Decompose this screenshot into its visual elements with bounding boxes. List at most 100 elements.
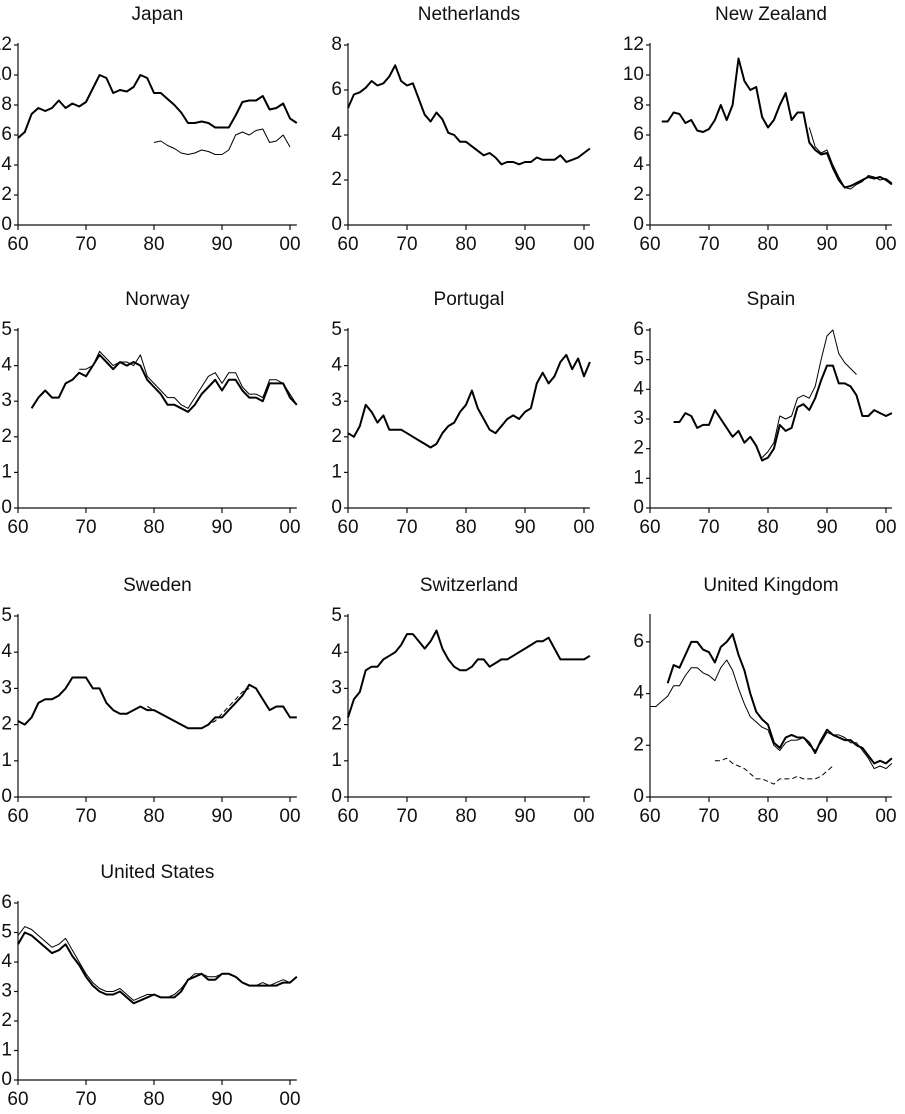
panel-title: New Zealand [715,4,827,25]
series-line [666,633,893,765]
y-tick-label: 8 [1,94,12,115]
series-line [17,74,298,139]
y-tick-label: 0 [331,497,342,518]
y-tick-label: 5 [1,605,12,626]
panel-title: Spain [747,289,796,310]
panel: New Zealand 0 2 4 6 8 10 12 60 70 80 90 00 [623,4,897,255]
y-tick-label: 2 [331,169,342,190]
y-tick-label: 3 [1,677,12,698]
x-tick-label: 60 [639,517,660,538]
y-tick-label: 0 [1,497,12,518]
panel: Sweden 0 1 2 3 4 5 60 70 80 90 00 [1,575,300,827]
y-tick-label: 4 [633,154,644,175]
x-tick-label: 00 [875,234,896,255]
y-tick-label: 4 [331,355,342,376]
y-tick-label: 4 [331,641,342,662]
y-tick-label: 3 [1,981,12,1002]
series-line [17,676,297,730]
x-tick-label: 00 [573,234,594,255]
x-tick-label: 90 [816,234,837,255]
y-tick-label: 0 [331,214,342,235]
y-tick-label: 1 [1,750,12,771]
y-tick-label: 0 [633,786,644,807]
panel-title: Netherlands [418,4,520,25]
x-tick-label: 60 [639,234,660,255]
x-tick-label: 90 [211,234,232,255]
y-tick-label: 1 [331,750,342,771]
x-tick-label: 70 [396,806,417,827]
x-tick-label: 70 [75,517,96,538]
y-tick-label: 1 [1,461,12,482]
x-tick-label: 90 [514,806,535,827]
y-tick-label: 10 [623,64,644,85]
y-tick-label: 2 [1,184,12,205]
y-tick-label: 12 [0,34,12,55]
x-tick-label: 80 [143,234,164,255]
x-tick-label: 60 [7,1089,28,1109]
x-tick-label: 80 [455,517,476,538]
x-tick-label: 60 [337,806,358,827]
series-line [673,364,893,462]
x-tick-label: 00 [573,517,594,538]
series-line [153,128,291,155]
y-tick-label: 2 [331,426,342,447]
y-tick-label: 2 [633,184,644,205]
y-tick-label: 4 [331,124,342,145]
y-tick-label: 5 [1,319,12,340]
panel: Japan 0 2 4 6 8 10 12 60 70 80 90 00 [0,4,301,255]
panel: Netherlands 0 2 4 6 8 60 70 80 90 00 [331,4,594,255]
x-tick-label: 90 [211,517,232,538]
series-line [808,127,893,190]
x-tick-label: 70 [396,234,417,255]
y-tick-label: 6 [1,892,12,913]
x-tick-label: 60 [7,806,28,827]
y-tick-label: 2 [1,714,12,735]
x-tick-label: 00 [279,806,300,827]
x-tick-label: 80 [455,234,476,255]
panel: Switzerland 0 1 2 3 4 5 60 70 80 90 00 [331,575,594,827]
x-tick-label: 90 [514,234,535,255]
x-tick-label: 90 [211,1089,232,1109]
x-tick-label: 80 [757,517,778,538]
x-tick-label: 00 [279,1089,300,1109]
y-tick-label: 4 [633,378,644,399]
series-line [17,926,298,1001]
x-tick-label: 70 [75,806,96,827]
y-tick-label: 3 [331,677,342,698]
x-tick-label: 70 [396,517,417,538]
y-tick-label: 6 [633,124,644,145]
series-line [30,353,298,413]
x-tick-label: 80 [757,806,778,827]
x-tick-label: 80 [757,234,778,255]
y-tick-label: 6 [633,319,644,340]
series-line [347,353,591,449]
y-tick-label: 2 [633,438,644,459]
x-tick-label: 00 [875,517,896,538]
panel-title: United Kingdom [703,575,838,596]
y-tick-label: 5 [1,922,12,943]
panel-title: Japan [132,4,184,25]
x-tick-label: 90 [514,517,535,538]
panel-title: Sweden [123,575,192,596]
y-tick-label: 0 [633,214,644,235]
panel: Spain 0 1 2 3 4 5 6 60 70 80 90 00 [633,289,896,538]
series-line [146,687,250,729]
y-tick-label: 1 [331,461,342,482]
panel: Norway 0 1 2 3 4 5 60 70 80 90 00 [1,289,300,538]
x-tick-label: 80 [143,806,164,827]
series-line [650,659,893,770]
y-tick-label: 10 [0,64,12,85]
y-tick-label: 8 [633,94,644,115]
x-tick-label: 90 [816,517,837,538]
y-tick-label: 1 [1,1040,12,1061]
y-tick-label: 3 [633,408,644,429]
x-tick-label: 60 [639,806,660,827]
panel: United States 0 1 2 3 4 5 6 60 70 80 90 00 [1,862,300,1110]
x-tick-label: 70 [75,234,96,255]
x-tick-label: 80 [143,517,164,538]
y-tick-label: 8 [331,34,342,55]
x-tick-label: 00 [279,517,300,538]
panel-title: Switzerland [420,575,518,596]
y-tick-label: 0 [331,786,342,807]
y-tick-label: 4 [1,951,12,972]
